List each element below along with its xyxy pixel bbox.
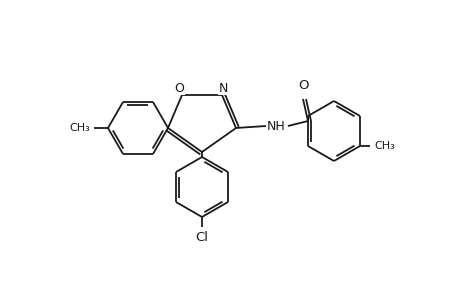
Text: CH₃: CH₃	[69, 123, 90, 133]
Text: O: O	[174, 82, 184, 94]
Text: O: O	[298, 79, 308, 92]
Text: N: N	[218, 82, 227, 94]
Text: Cl: Cl	[195, 231, 208, 244]
Text: NH: NH	[266, 121, 285, 134]
Text: CH₃: CH₃	[373, 141, 394, 151]
